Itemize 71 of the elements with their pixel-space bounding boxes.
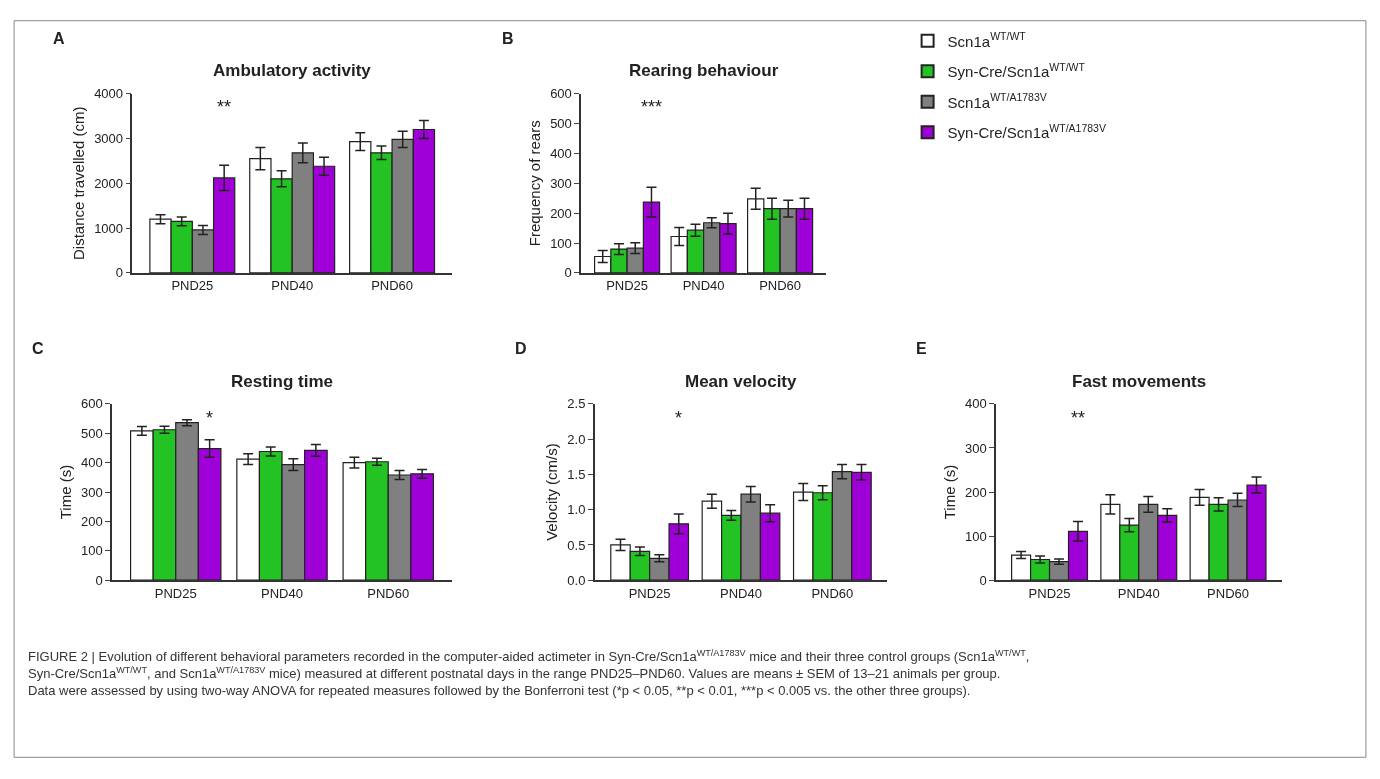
y-tick-label: 1.0: [567, 502, 586, 518]
y-tick-label: 3000: [94, 131, 124, 147]
y-axis-title: Time (s): [940, 464, 958, 520]
legend-label: Scn1a$^{WT/WT}$: [947, 30, 1027, 50]
y-tick-label: 400: [964, 396, 987, 412]
legend-label: Scn1a$^{WT/A1783V}$: [947, 91, 1047, 111]
legend-label: Syn-Cre/Scn1a$^{WT/WT}$: [947, 60, 1086, 81]
y-tick-label: 200: [964, 484, 987, 500]
y-tick-label: 2.5: [567, 396, 586, 412]
y-tick-label: 300: [550, 175, 572, 191]
chart-title: Resting time: [231, 372, 334, 391]
text: C: [32, 340, 44, 357]
legend-label: Syn-Cre/Scn1a$^{WT/A1783V}$: [947, 121, 1106, 142]
x-tick-label: PND60: [759, 278, 802, 294]
text: A: [53, 30, 65, 47]
x-tick-label: PND40: [271, 278, 314, 294]
x-tick-label: PND40: [720, 585, 762, 601]
y-tick-label: 0: [564, 265, 572, 281]
x-tick-label: PND25: [628, 585, 671, 601]
annotation: **: [1071, 408, 1086, 428]
annotation: ***: [641, 97, 663, 117]
y-tick-label: 0: [95, 572, 103, 588]
x-tick-label: PND60: [367, 585, 410, 601]
y-tick-label: 200: [550, 205, 572, 221]
text: D: [515, 340, 527, 357]
y-tick-label: 2.0: [567, 431, 586, 447]
y-tick-label: 0.0: [567, 572, 586, 588]
y-tick-label: 300: [964, 440, 987, 456]
chart-title: Rearing behaviour: [629, 61, 779, 80]
text: E: [916, 340, 927, 357]
y-tick-label: 1000: [94, 220, 124, 236]
y-tick-label: 100: [80, 543, 103, 559]
x-tick-label: PND60: [811, 585, 854, 601]
chart-title: Mean velocity: [685, 372, 798, 391]
y-tick-label: 0: [115, 265, 124, 281]
y-axis-title: Frequency of rears: [525, 120, 543, 247]
y-axis-title: Time (s): [56, 464, 74, 520]
y-tick-label: 0.5: [567, 537, 586, 553]
y-tick-label: 1.5: [567, 466, 586, 482]
x-tick-label: PND25: [154, 585, 197, 601]
annotation: **: [217, 97, 232, 117]
chart-title: Ambulatory activity: [213, 61, 372, 80]
y-tick-label: 100: [964, 528, 987, 544]
x-tick-label: PND40: [1117, 585, 1160, 601]
y-tick-label: 600: [550, 86, 572, 102]
y-tick-label: 400: [80, 455, 103, 471]
x-tick-label: PND40: [682, 278, 725, 294]
text: FIGURE 2 | Evolution of different behavioral parameters recorded in the computer-aided actimeter in Syn-Cre/Scn1a$^{WT/A1783V}$ mice and their three control groups (Scn1a$^{WT/WT}$, Syn-Cre/Scn1a$^{WT/WT}$, and Scn1a$^{WT/A1783V}$ mice) measured at different postnatal days in the range PND25–PND60. Values are means ± SEM of 13–21 animals per group.: [28, 648, 1030, 682]
y-tick-label: 400: [550, 145, 572, 161]
x-tick-label: PND25: [606, 278, 649, 294]
text: B: [502, 30, 514, 47]
y-axis-title: Velocity (cm/s): [543, 443, 561, 541]
y-tick-label: 0: [979, 572, 987, 588]
x-tick-label: PND25: [1028, 585, 1071, 601]
y-axis-title: Distance travelled (cm): [69, 106, 87, 260]
y-tick-label: 100: [550, 235, 572, 251]
x-tick-label: PND60: [371, 278, 414, 294]
y-tick-label: 600: [80, 396, 103, 412]
y-tick-label: 200: [80, 513, 103, 529]
x-tick-label: PND60: [1207, 585, 1250, 601]
annotation: *: [206, 408, 214, 428]
text: Data were assessed by using two-way ANOVA for repeated measures followed by the Bonferroni test (*p < 0.05, **p < 0.01, ***p < 0.005 vs. the other three groups).: [28, 683, 971, 698]
y-tick-label: 300: [80, 484, 103, 500]
y-tick-label: 2000: [94, 175, 124, 191]
chart-title: Fast movements: [1072, 372, 1207, 391]
y-tick-label: 500: [80, 425, 103, 441]
y-tick-label: 500: [550, 116, 572, 132]
x-tick-label: PND40: [261, 585, 303, 601]
annotation: *: [675, 408, 683, 428]
x-tick-label: PND25: [171, 278, 214, 294]
y-tick-label: 4000: [94, 86, 124, 102]
